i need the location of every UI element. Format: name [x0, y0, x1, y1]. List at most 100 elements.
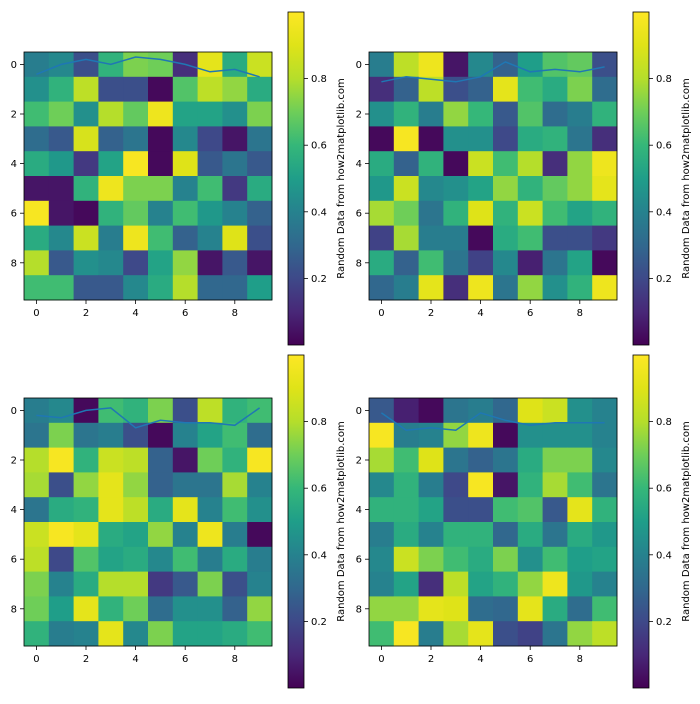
x-tick-label: 0 — [33, 654, 39, 665]
heatmap-cell — [172, 76, 198, 102]
colorbar-tick-label: 0.2 — [311, 274, 327, 285]
heatmap-cell — [592, 275, 618, 301]
y-tick-label: 8 — [356, 604, 362, 615]
heatmap-cell — [369, 126, 395, 152]
heatmap-cell — [393, 472, 419, 498]
heatmap-cell — [247, 52, 273, 78]
y-tick-label: 8 — [356, 258, 362, 269]
heatmap-cell — [197, 398, 223, 424]
heatmap-cell — [98, 200, 124, 226]
heatmap-cell — [418, 101, 444, 127]
heatmap-cell — [592, 522, 618, 548]
heatmap-cell — [443, 596, 469, 622]
heatmap-cell — [542, 546, 568, 572]
heatmap-cell — [493, 151, 519, 177]
heatmap-cell — [123, 422, 149, 448]
heatmap-cell — [418, 522, 444, 548]
heatmap-cell — [592, 176, 618, 202]
heatmap-cell — [592, 151, 618, 177]
heatmap-cell — [567, 126, 593, 152]
heatmap-cell — [592, 472, 618, 498]
heatmap-cell — [197, 275, 223, 301]
colorbar-tick-label: 0.2 — [656, 617, 672, 628]
heatmap-cell — [567, 176, 593, 202]
heatmap-cell — [172, 596, 198, 622]
heatmap-cell — [468, 275, 494, 301]
colorbar-tick-label: 0.4 — [656, 207, 672, 218]
heatmap-cell — [48, 497, 74, 523]
heatmap-cell — [393, 398, 419, 424]
heatmap-cell — [172, 422, 198, 448]
heatmap-cell — [592, 52, 618, 78]
heatmap-cell — [468, 546, 494, 572]
heatmap-cell — [443, 225, 469, 251]
heatmap-cell — [73, 472, 99, 498]
heatmap-panel-1: 0 2 4 6 8 0 2 4 6 8 0.2 0.4 0.6 0.8 Random Data from h… — [11, 11, 347, 346]
heatmap-cell — [123, 472, 149, 498]
heatmap-cell — [172, 546, 198, 572]
heatmap-cell — [418, 447, 444, 473]
heatmap-cell — [247, 250, 273, 276]
heatmap-cell — [418, 571, 444, 597]
heatmap-cell — [123, 621, 149, 647]
heatmap-cell — [517, 275, 543, 301]
axes-frame — [23, 397, 273, 647]
heatmap-cell — [542, 200, 568, 226]
heatmap-cell — [197, 126, 223, 152]
heatmap-cell — [443, 176, 469, 202]
heatmap-cell — [222, 596, 248, 622]
heatmap-cell — [73, 571, 99, 597]
heatmap-cell — [493, 398, 519, 424]
heatmap-cell — [123, 101, 149, 127]
heatmap-cell — [418, 52, 444, 78]
heatmap-cell — [517, 101, 543, 127]
colorbar-tick-label: 0.6 — [311, 141, 327, 152]
heatmap-cell — [542, 398, 568, 424]
heatmap-cell — [24, 522, 50, 548]
heatmap-cell — [98, 472, 124, 498]
heatmap-cell — [148, 447, 174, 473]
heatmap-cell — [73, 621, 99, 647]
heatmap-cell — [24, 621, 50, 647]
heatmap-cell — [517, 596, 543, 622]
heatmap-cell — [48, 596, 74, 622]
y-tick-label: 0 — [11, 406, 17, 417]
heatmap-cell — [98, 250, 124, 276]
x-tick-label: 6 — [182, 308, 188, 319]
heatmap-cell — [73, 176, 99, 202]
heatmap-cell — [393, 250, 419, 276]
x-tick-label: 4 — [477, 654, 483, 665]
heatmap-cell — [197, 621, 223, 647]
line-series — [36, 407, 261, 429]
heatmap-cell — [148, 52, 174, 78]
heatmap-cell — [197, 52, 223, 78]
heatmap-cell — [493, 52, 519, 78]
heatmap-cell — [247, 126, 273, 152]
heatmap-cell — [493, 596, 519, 622]
colorbar-tick-label: 0.2 — [311, 617, 327, 628]
heatmap-cell — [148, 275, 174, 301]
heatmap-cell — [393, 275, 419, 301]
heatmap-cell — [24, 596, 50, 622]
heatmap-cell — [567, 151, 593, 177]
heatmap-cell — [24, 126, 50, 152]
heatmap-cell — [418, 398, 444, 424]
heatmap-cell — [493, 571, 519, 597]
heatmap-cell — [148, 472, 174, 498]
heatmap-cell — [542, 596, 568, 622]
heatmap-cell — [48, 101, 74, 127]
heatmap-cell — [123, 398, 149, 424]
heatmap-cell — [247, 151, 273, 177]
heatmap-cell — [24, 546, 50, 572]
heatmap-cell — [468, 200, 494, 226]
heatmap-cell — [517, 621, 543, 647]
heatmap-cell — [197, 76, 223, 102]
heatmap-cell — [247, 472, 273, 498]
heatmap-cell — [418, 621, 444, 647]
heatmap-cell — [148, 497, 174, 523]
heatmap-cell — [24, 225, 50, 251]
heatmap-cell — [517, 398, 543, 424]
heatmap-cell — [48, 250, 74, 276]
colorbar-tick-label: 0.8 — [311, 417, 327, 428]
